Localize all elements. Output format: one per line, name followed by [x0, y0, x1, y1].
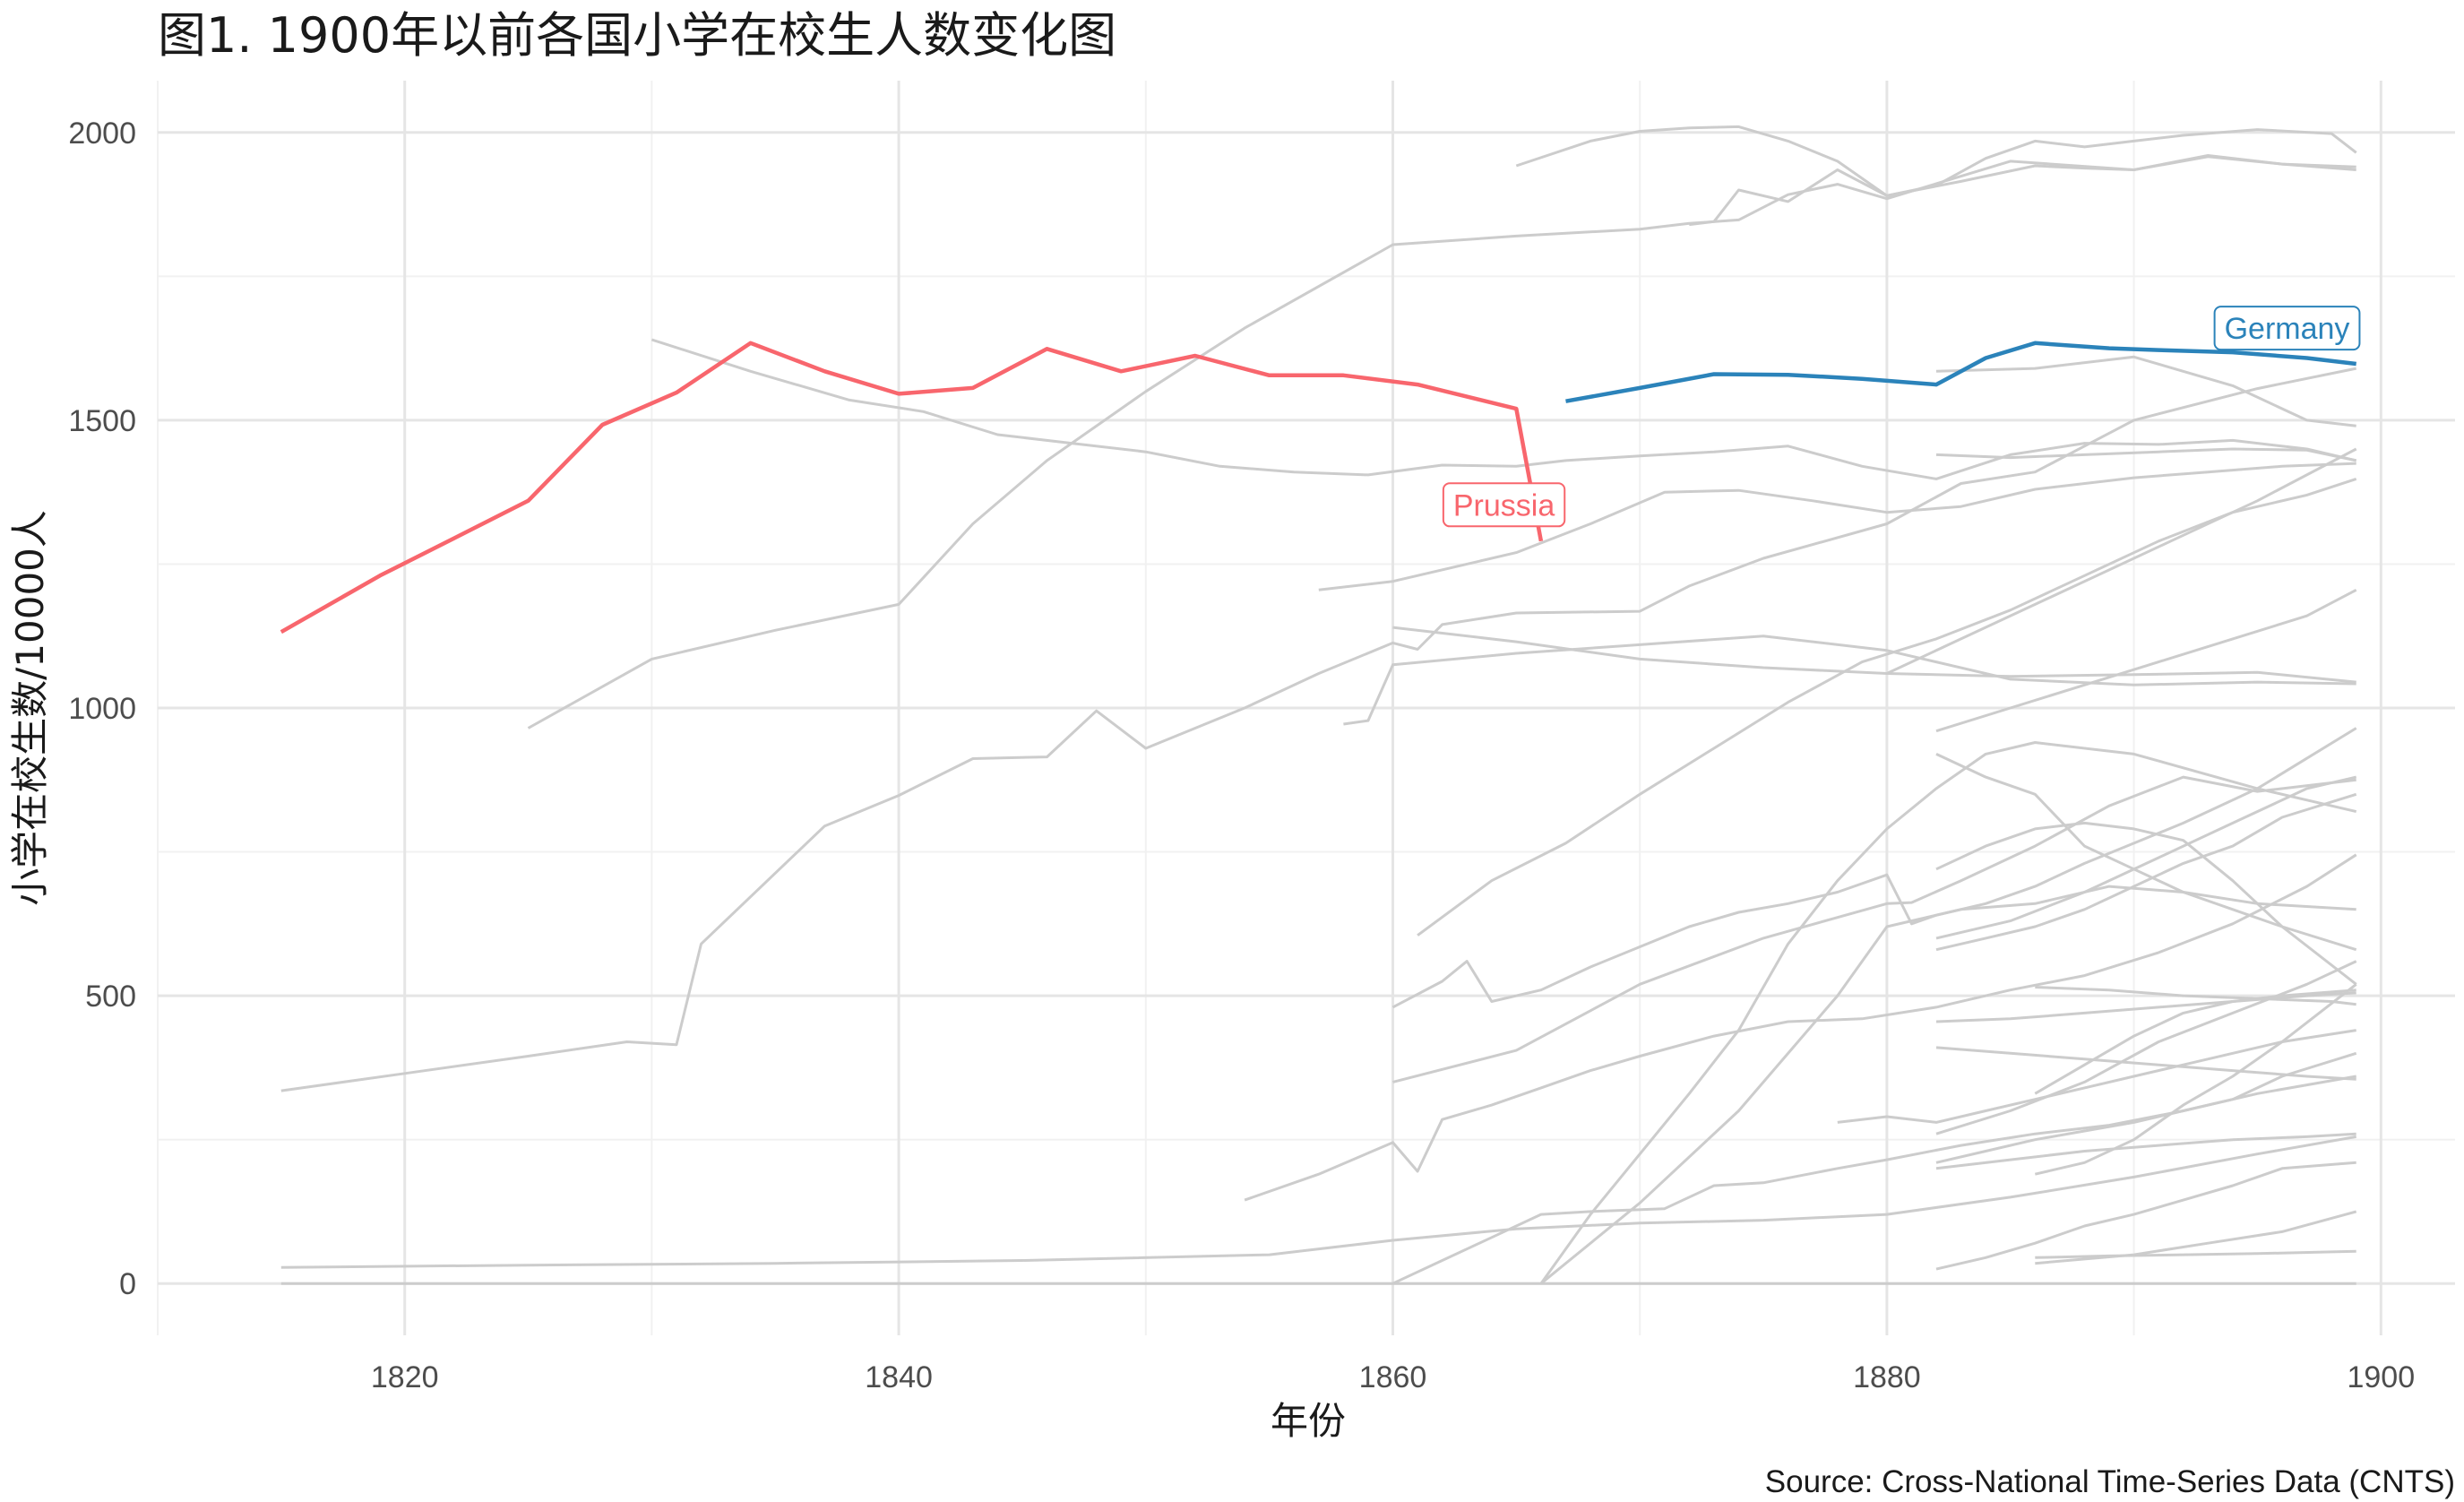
x-axis-title: 年份 [1271, 1399, 1346, 1443]
series-line [280, 367, 2356, 1092]
highlighted-series [280, 341, 2356, 634]
chart-title: 图1. 1900年以前各国小学在校生人数变化图 [158, 7, 1116, 64]
series-line [2035, 1210, 2357, 1265]
series-line [1318, 462, 2356, 591]
label-prussia: Prussia [1442, 482, 1566, 528]
series-line [1539, 885, 2356, 1285]
y-axis-ticks: 0 500 1000 1500 2000 [68, 117, 136, 1301]
series-line [1935, 960, 2357, 1135]
x-tick-label: 1900 [2347, 1360, 2415, 1394]
series-line [2034, 988, 2356, 1095]
series-line [1935, 1132, 2356, 1170]
series-line [1392, 626, 2356, 684]
series-line [1392, 775, 2356, 1083]
label-germany: Germany [2213, 306, 2361, 351]
background-series [280, 125, 2357, 1285]
series-line [1244, 853, 2357, 1202]
series-line [1935, 447, 2357, 462]
series-line [1935, 1161, 2356, 1271]
annotations: Prussia Germany [1442, 306, 2361, 528]
series-line [1391, 1075, 2356, 1285]
series-line-prussia [280, 341, 1544, 634]
series-line [1935, 1046, 2356, 1081]
y-tick-label: 0 [119, 1267, 136, 1301]
series-line [1886, 447, 2357, 675]
series-line [527, 154, 2356, 729]
x-tick-label: 1880 [1853, 1360, 1921, 1394]
svg-text:Prussia: Prussia [1453, 488, 1555, 522]
series-line [1935, 775, 2357, 940]
source-caption: Source: Cross-National Time-Series Data … [1765, 1464, 2455, 1499]
y-axis-title: 小学在校生数/10000人 [8, 510, 52, 906]
x-tick-label: 1820 [371, 1360, 439, 1394]
series-line [1391, 727, 2357, 1009]
series-line [1343, 634, 2356, 726]
y-tick-label: 2000 [68, 117, 136, 151]
x-tick-label: 1860 [1359, 1360, 1427, 1394]
series-line [280, 1135, 2356, 1269]
series-line [1935, 355, 2356, 427]
y-tick-label: 1500 [68, 404, 136, 438]
x-axis-ticks: 1820 1840 1860 1880 1900 [371, 1360, 2415, 1394]
series-line [1935, 991, 2356, 1023]
series-line [1935, 1051, 2357, 1164]
series-line [1539, 741, 2357, 1285]
series-line [1935, 821, 2357, 986]
series-line [1935, 588, 2357, 733]
svg-text:Germany: Germany [2225, 312, 2350, 346]
series-line-germany [1565, 341, 2356, 403]
series-line [1689, 128, 2357, 227]
grid [157, 81, 2455, 1335]
x-tick-label: 1840 [865, 1360, 933, 1394]
y-tick-label: 1000 [68, 692, 136, 726]
series-line [650, 338, 2357, 480]
series-line [1837, 1029, 2356, 1124]
series-line [2035, 986, 2356, 1006]
series-line [2035, 1249, 2356, 1259]
series-line [1935, 792, 2357, 952]
y-tick-label: 500 [85, 980, 136, 1014]
